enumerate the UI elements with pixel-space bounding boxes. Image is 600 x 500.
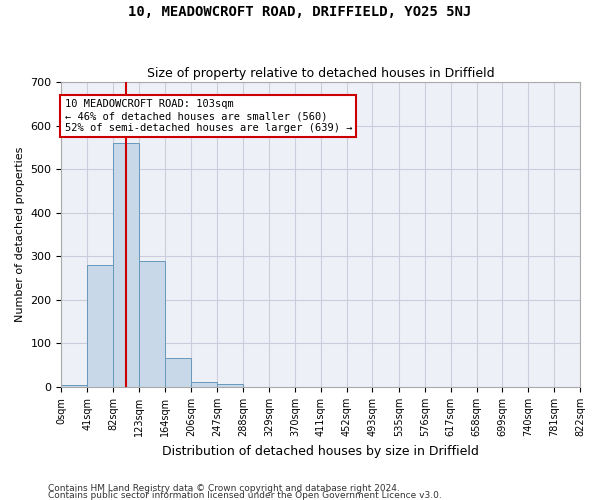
Text: Contains HM Land Registry data © Crown copyright and database right 2024.: Contains HM Land Registry data © Crown c…: [48, 484, 400, 493]
X-axis label: Distribution of detached houses by size in Driffield: Distribution of detached houses by size …: [162, 444, 479, 458]
Bar: [217, 384, 243, 387]
Bar: [113, 143, 139, 387]
Bar: [87, 265, 113, 387]
Bar: [61, 385, 87, 387]
Title: Size of property relative to detached houses in Driffield: Size of property relative to detached ho…: [147, 66, 494, 80]
Bar: [139, 260, 165, 387]
Bar: [165, 358, 191, 387]
Y-axis label: Number of detached properties: Number of detached properties: [15, 147, 25, 322]
Text: 10, MEADOWCROFT ROAD, DRIFFIELD, YO25 5NJ: 10, MEADOWCROFT ROAD, DRIFFIELD, YO25 5N…: [128, 5, 472, 19]
Bar: [191, 382, 217, 387]
Text: 10 MEADOWCROFT ROAD: 103sqm
← 46% of detached houses are smaller (560)
52% of se: 10 MEADOWCROFT ROAD: 103sqm ← 46% of det…: [65, 100, 352, 132]
Text: Contains public sector information licensed under the Open Government Licence v3: Contains public sector information licen…: [48, 492, 442, 500]
